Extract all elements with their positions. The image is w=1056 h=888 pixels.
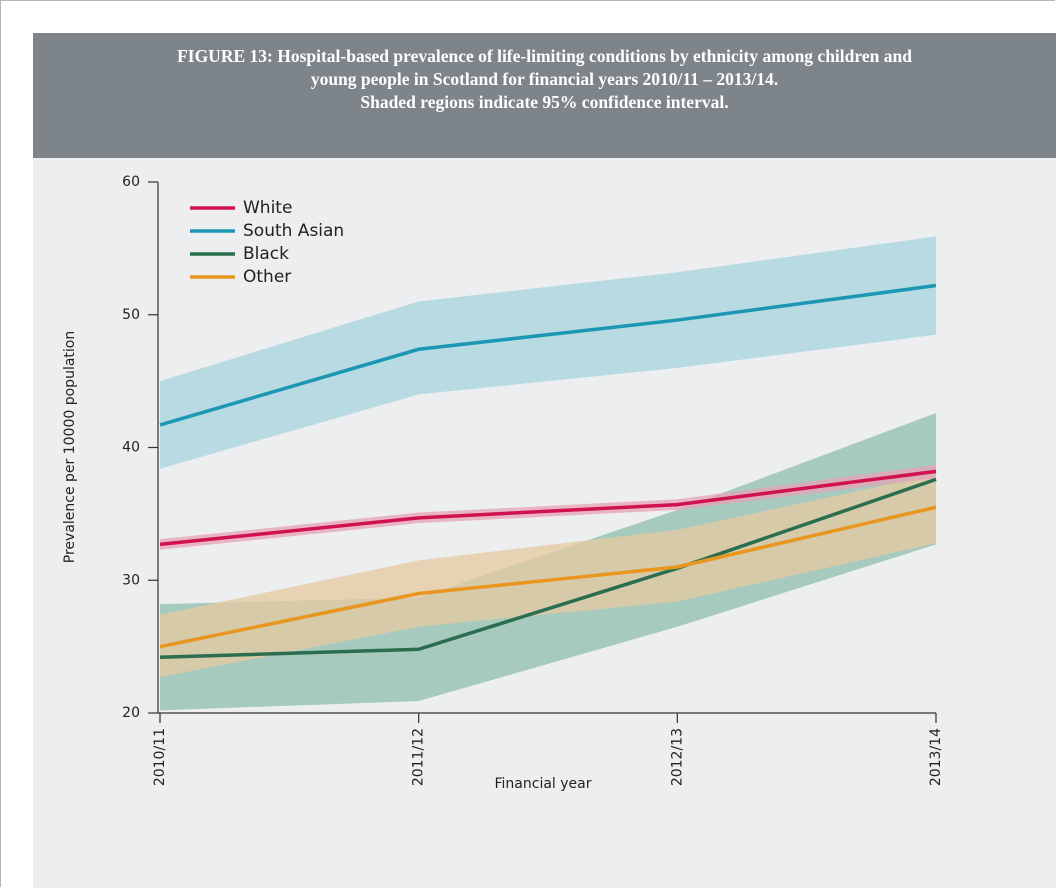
title-line: Shaded regions indicate 95% confidence i… — [360, 92, 729, 112]
y-tick-label: 20 — [122, 705, 140, 721]
confidence-band — [160, 464, 936, 550]
confidence-band — [160, 474, 936, 678]
y-tick-label: 50 — [122, 307, 140, 323]
series-line — [159, 477, 937, 659]
y-axis-label: Prevalence per 10000 population — [62, 331, 78, 563]
x-axis-label: Financial year — [495, 776, 592, 792]
x-tick-label: 2010/11 — [152, 728, 168, 786]
y-tick-label: 30 — [122, 572, 140, 588]
series-line — [159, 283, 937, 427]
x-tick-label: 2011/12 — [411, 728, 427, 786]
series-line — [159, 469, 937, 547]
legend-label: White — [243, 198, 292, 218]
y-tick-label: 60 — [122, 174, 140, 190]
confidence-band — [160, 236, 936, 469]
title-line: FIGURE 13: Hospital-based prevalence of … — [177, 46, 912, 66]
title-line: young people in Scotland for financial y… — [310, 69, 779, 89]
legend-label: Other — [243, 267, 291, 287]
x-tick-label: 2013/14 — [928, 728, 944, 786]
x-tick-label: 2012/13 — [669, 728, 685, 786]
legend-label: Black — [243, 244, 289, 264]
y-tick-label: 40 — [122, 440, 140, 456]
legend-label: South Asian — [243, 221, 344, 241]
header: FIGURE 13: Hospital-based prevalence of … — [33, 33, 1056, 158]
series-line — [159, 505, 937, 649]
